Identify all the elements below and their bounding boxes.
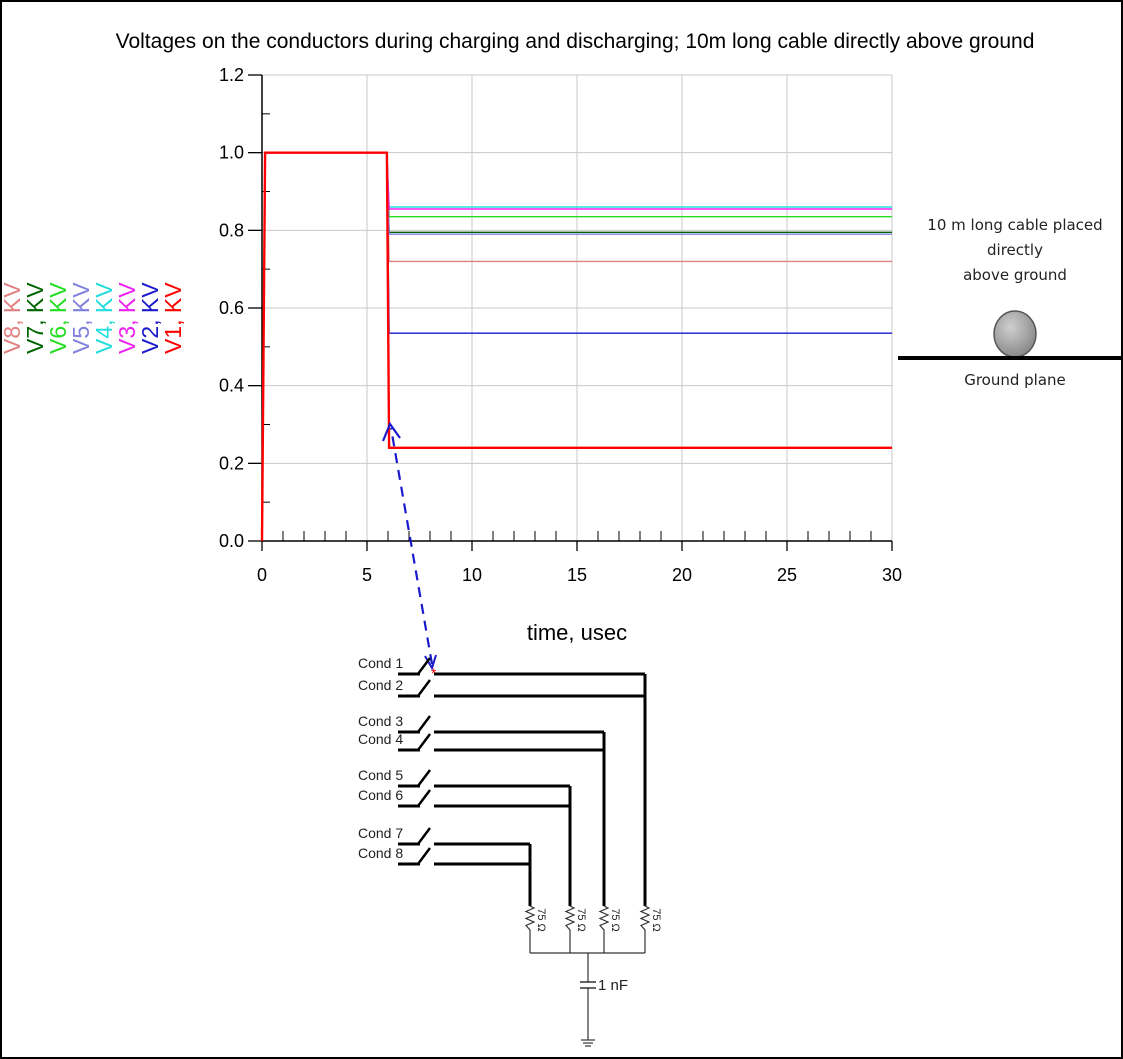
x-tick-label-15: 15: [567, 565, 587, 585]
y-tick-label-0.4: 0.4: [219, 376, 244, 396]
plot-area: 0 5 10 15 20 25 30 0.0 0.2 0.4 0.6 0.8 1.0 1.2: [219, 65, 902, 585]
legend-entry-2: V2, KV: [137, 282, 163, 354]
y-tick-label-1.2: 1.2: [219, 65, 244, 85]
x-tick-label-10: 10: [462, 565, 482, 585]
legend-entry-6: V6, KV: [45, 282, 71, 354]
x-axis-label: time, usec: [527, 620, 627, 645]
legend-entry-1: V1, KV: [160, 282, 186, 354]
ground-plane-label: Ground plane: [964, 371, 1066, 389]
resistor-label-530: 75 Ω: [535, 908, 547, 932]
cable-inset: 10 m long cable placed directly above gr…: [898, 216, 1123, 389]
conductor-label-2: Cond 2: [358, 677, 403, 693]
switch-blade-5: [417, 769, 431, 787]
arrow-head-top: [381, 421, 401, 442]
resistor-530: [524, 905, 536, 953]
switch-blade-4: [417, 733, 431, 751]
conductor-label-4: Cond 4: [358, 731, 403, 747]
x-tick-label-25: 25: [777, 565, 797, 585]
legend-entry-3: V3, KV: [114, 282, 140, 354]
legend-entry-8: V8, KV: [0, 282, 25, 354]
resistor-604: [598, 905, 610, 953]
conductor-label-1: Cond 1: [358, 655, 403, 671]
resistor-label-604: 75 Ω: [609, 908, 621, 932]
dashed-arrow-shaft: [389, 427, 434, 665]
y-tick-label-1.0: 1.0: [219, 143, 244, 163]
capacitor-label: 1 nF: [598, 977, 628, 994]
tick-labels: 0 5 10 15 20 25 30 0.0 0.2 0.4 0.6 0.8 1.0 1.2: [219, 65, 902, 585]
y-tick-label-0.0: 0.0: [219, 531, 244, 551]
conductor-label-6: Cond 6: [358, 787, 403, 803]
y-tick-label-0.8: 0.8: [219, 220, 244, 240]
resistor-570: [564, 905, 576, 953]
resistor-label-570: 75 Ω: [575, 908, 587, 932]
conductor-label-5: Cond 5: [358, 767, 403, 783]
legend-entry-7: V7, KV: [22, 282, 48, 354]
legend-entry-5: V5, KV: [68, 282, 94, 354]
resistor-label-645: 75 Ω: [650, 908, 662, 932]
x-tick-label-0: 0: [257, 565, 267, 585]
circuit-schematic: Cond 1 Cond 2 Cond 3 Cond 4 Cond 5 Cond 6 Cond…: [358, 655, 662, 1047]
series-layer: [260, 151, 892, 542]
switch-blade-3: [417, 715, 431, 733]
switch-blade-1: [417, 657, 431, 675]
inset-caption-line3: above ground: [963, 266, 1067, 284]
switch-blade-7: [417, 827, 431, 845]
switch-blade-8: [417, 847, 431, 865]
series-line-1: [260, 151, 892, 542]
switch-blade-6: [417, 789, 431, 807]
conductor-label-3: Cond 3: [358, 713, 403, 729]
y-tick-label-0.6: 0.6: [219, 298, 244, 318]
conductor-label-8: Cond 8: [358, 845, 403, 861]
minor-ticks: [262, 113, 872, 541]
x-tick-label-5: 5: [362, 565, 372, 585]
y-tick-label-0.2: 0.2: [219, 453, 244, 473]
resistor-645: [639, 905, 651, 953]
inset-caption-line2: directly: [987, 241, 1043, 259]
x-tick-label-30: 30: [882, 565, 902, 585]
switch-blade-2: [417, 679, 431, 697]
legend-entry-4: V4, KV: [91, 282, 117, 354]
x-tick-label-20: 20: [672, 565, 692, 585]
inset-caption-line1: 10 m long cable placed: [927, 216, 1102, 234]
conductor-label-7: Cond 7: [358, 825, 403, 841]
cable-cross-section: [993, 310, 1037, 358]
chart-title: Voltages on the conductors during chargi…: [116, 30, 1035, 53]
